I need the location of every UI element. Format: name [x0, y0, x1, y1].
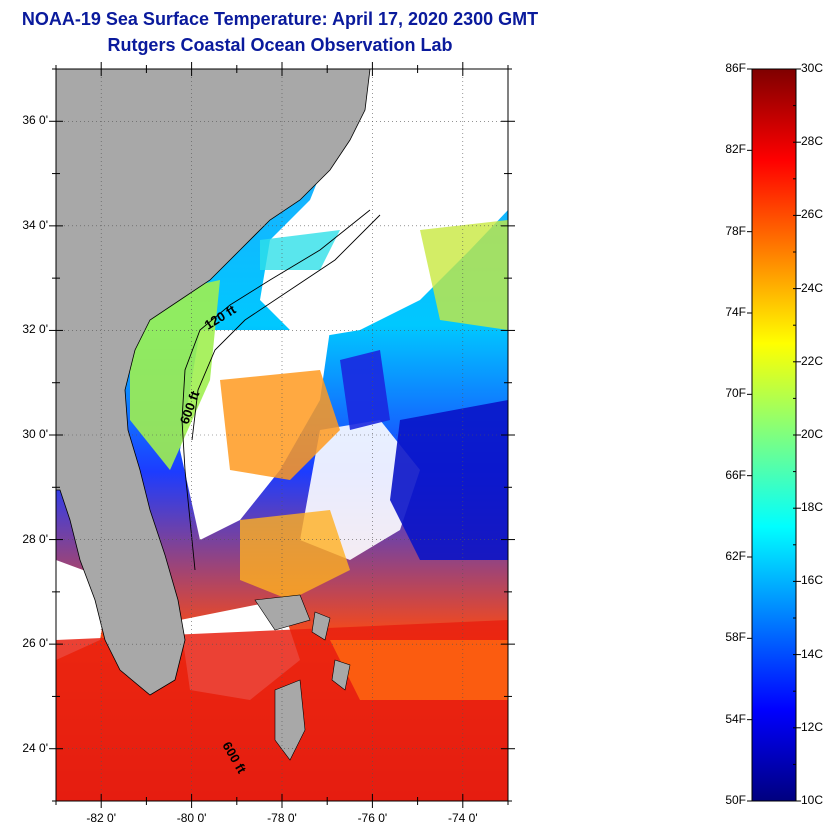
longitude-label: -76 0' [357, 811, 388, 825]
colorbar-fahrenheit-label: 78F [725, 223, 746, 238]
colorbar-celsius-label: 22C [801, 353, 824, 368]
latitude-label: 24 0' [22, 740, 48, 755]
colorbar-fahrenheit-label: 50F [725, 793, 746, 807]
colorbar-celsius-label: 30C [801, 61, 824, 75]
latitude-label: 28 0' [22, 531, 48, 546]
colorbar [751, 68, 797, 802]
latitude-label: 34 0' [22, 217, 48, 232]
colorbar-fahrenheit-label: 70F [725, 386, 746, 401]
longitude-label: -78 0' [267, 811, 297, 825]
longitude-label: -82 0' [86, 811, 117, 825]
bahamas-islands [254, 594, 351, 761]
colorbar-celsius-label: 26C [801, 207, 824, 222]
colorbar-celsius-label: 18C [801, 500, 824, 515]
colorbar-celsius-label: 20C [801, 427, 824, 441]
colorbar-ticks [747, 68, 801, 802]
map-title: NOAA-19 Sea Surface Temperature: April 1… [21, 9, 539, 29]
map-subtitle: Rutgers Coastal Ocean Observation Lab [107, 35, 453, 55]
colorbar-fahrenheit-label: 54F [725, 711, 746, 726]
us-landmass [56, 69, 371, 696]
depth-contours [181, 209, 381, 571]
colorbar-celsius-label: 14C [801, 646, 824, 661]
colorbar-celsius-label: 28C [801, 134, 824, 149]
colorbar-celsius-label: 12C [801, 719, 824, 734]
colorbar-celsius-label: 24C [801, 280, 824, 295]
latitude-label: 36 0' [22, 113, 48, 128]
latitude-label: 30 0' [22, 427, 48, 441]
colorbar-fahrenheit-label: 62F [725, 549, 746, 563]
colorbar-fahrenheit-label: 82F [725, 142, 746, 157]
longitude-label: -74 0' [447, 811, 478, 825]
axis-ticks [49, 62, 515, 808]
latitude-label: 32 0' [22, 322, 48, 337]
colorbar-celsius-label: 10C [801, 793, 824, 807]
longitude-label: -80 0' [176, 811, 207, 825]
latitude-label: 26 0' [22, 636, 48, 651]
colorbar-fahrenheit-label: 74F [725, 305, 746, 319]
colorbar-fahrenheit-label: 58F [725, 630, 746, 645]
colorbar-fahrenheit-label: 66F [725, 467, 746, 482]
colorbar-fahrenheit-label: 86F [725, 61, 746, 75]
graticule [56, 69, 508, 801]
colorbar-celsius-label: 16C [801, 573, 824, 588]
